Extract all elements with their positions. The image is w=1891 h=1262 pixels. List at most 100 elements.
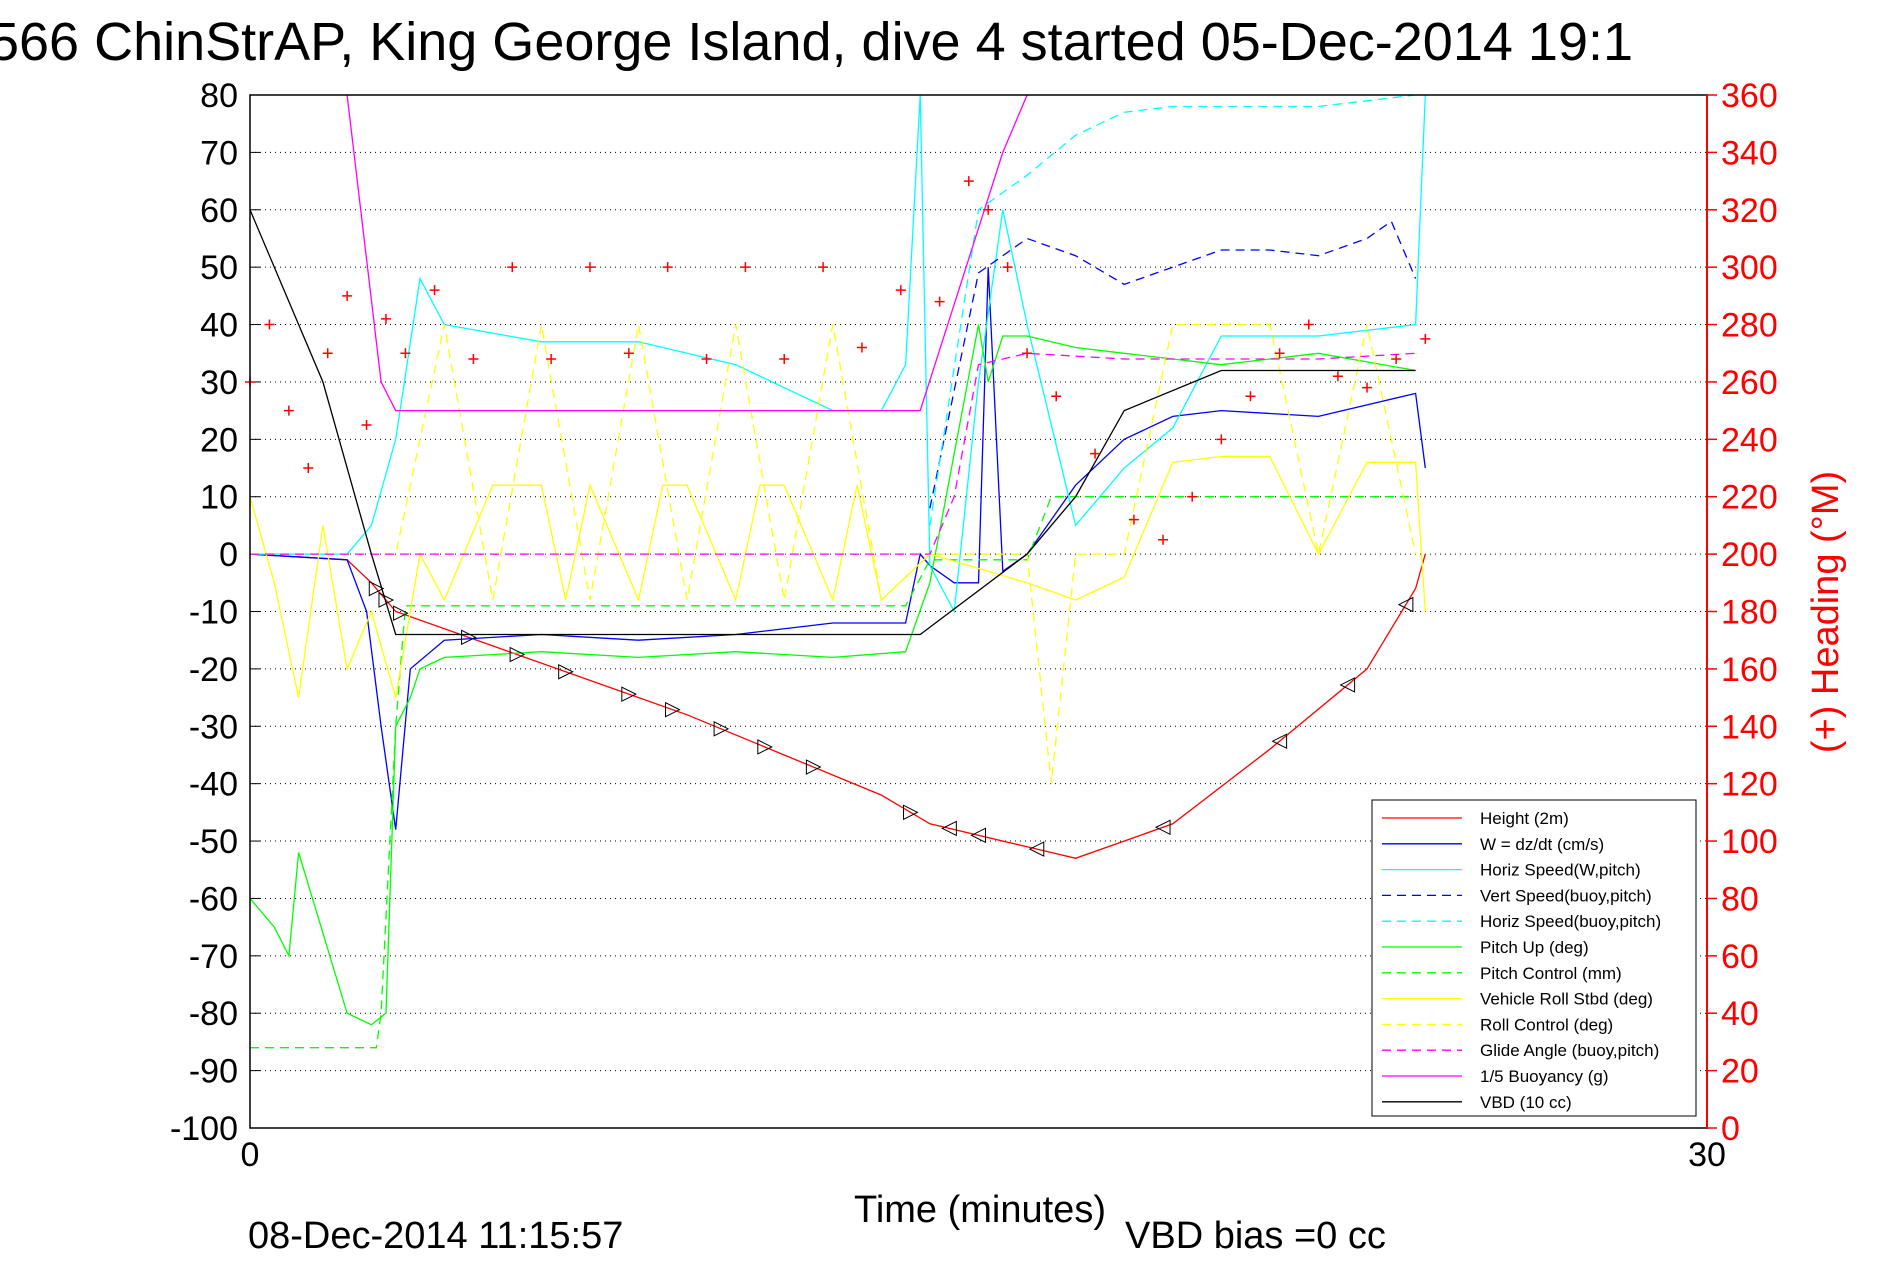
heading-marker: [584, 262, 595, 273]
heading-marker: [1051, 391, 1062, 402]
y-tick-label: 10: [200, 479, 238, 517]
dive-marker-down: [558, 663, 574, 680]
heading-marker: [380, 313, 391, 324]
heading-marker: [740, 262, 751, 273]
y-tick-label: 30: [200, 364, 238, 402]
heading-marker: [1002, 262, 1013, 273]
heading-marker: [1303, 319, 1314, 330]
dive-marker-down: [393, 605, 409, 622]
series-line-8: [250, 323, 1417, 784]
y2-axis-ticks: 3603403203002802602402202001801601401201…: [1707, 77, 1778, 1148]
legend-label-7: Vehicle Roll Stbd (deg): [1480, 990, 1653, 1009]
heading-marker: [1022, 348, 1033, 359]
y2-tick-label: 340: [1721, 134, 1778, 172]
y2-tick-label: 220: [1721, 479, 1778, 517]
heading-marker: [400, 348, 411, 359]
legend-label-8: Roll Control (deg): [1480, 1015, 1613, 1034]
dive-marker-down: [805, 759, 822, 775]
legend-label-10: 1/5 Buoyancy (g): [1480, 1067, 1609, 1086]
heading-marker: [1420, 333, 1431, 344]
heading-marker: [1187, 491, 1198, 502]
heading-marker: [1332, 371, 1343, 382]
heading-marker: [468, 353, 479, 364]
heading-marker: [701, 353, 712, 364]
series-line-0: [249, 553, 1426, 859]
y-tick-label: -40: [189, 766, 238, 804]
legend-label-1: W = dz/dt (cm/s): [1480, 835, 1604, 854]
series-line-5: [249, 324, 1416, 1026]
heading-marker: [963, 176, 974, 187]
y2-axis-label: (+) Heading (°M): [1805, 471, 1847, 753]
dive-marker-up: [1271, 733, 1288, 750]
series-line-1: [249, 267, 1426, 830]
heading-marker: [1158, 534, 1169, 545]
heading-marker: [1391, 353, 1402, 364]
y-axis-ticks: 80 70 60 50 40 30 20 10 0 -10 -20 -30 -40 -50 -60 -70 -8…: [170, 77, 260, 1148]
y2-tick-label: 40: [1721, 995, 1759, 1033]
legend-box: [1371, 799, 1697, 1117]
heading-marker: [303, 463, 314, 474]
heading-marker: [1362, 382, 1373, 393]
dive-marker-down: [461, 629, 477, 646]
series-group: [249, 94, 1426, 1049]
series-line-10: [346, 94, 1028, 412]
dive-marker-down: [368, 580, 385, 597]
y-tick-label: 0: [219, 536, 238, 574]
series-line-4: [929, 94, 1416, 526]
y-tick-label: -30: [189, 708, 238, 746]
series-line-9: [250, 352, 1416, 555]
heading-marker: [342, 290, 353, 301]
footer-timestamp: 08-Dec-2014 11:15:57: [248, 1215, 623, 1257]
legend-label-2: Horiz Speed(W,pitch): [1480, 861, 1641, 880]
y2-tick-label: 20: [1721, 1053, 1759, 1091]
dive-marker-up: [1397, 596, 1414, 613]
marker-group: [245, 176, 1431, 857]
y2-tick-label: 260: [1721, 364, 1778, 402]
y2-tick-label: 80: [1721, 880, 1759, 918]
dive-marker-up: [1154, 819, 1171, 836]
y-tick-label: -60: [189, 880, 238, 918]
y2-tick-label: 300: [1721, 249, 1778, 287]
heading-marker: [623, 348, 634, 359]
heading-marker: [322, 348, 333, 359]
y2-tick-label: 120: [1721, 766, 1778, 804]
heading-marker: [429, 285, 440, 296]
heading-marker: [1128, 514, 1139, 525]
y-tick-label: 80: [200, 77, 238, 115]
y2-tick-label: 100: [1721, 823, 1778, 861]
dive-marker-down: [665, 701, 681, 718]
heading-marker: [662, 262, 673, 273]
legend-label-6: Pitch Control (mm): [1480, 964, 1622, 983]
y2-tick-label: 180: [1721, 594, 1778, 632]
dive-marker-down: [903, 804, 919, 821]
x-tick-label: 0: [241, 1136, 260, 1174]
legend-label-5: Pitch Up (deg): [1480, 938, 1589, 957]
heading-marker: [856, 342, 867, 353]
y2-tick-label: 160: [1721, 651, 1778, 689]
heading-marker: [361, 419, 372, 430]
dive-marker-up: [1339, 677, 1356, 693]
y2-tick-label: 360: [1721, 77, 1778, 115]
dive-marker-up: [970, 827, 986, 844]
y2-tick-label: 60: [1721, 938, 1759, 976]
y-tick-label: 50: [200, 249, 238, 287]
y-tick-label: -80: [189, 995, 238, 1033]
dive-marker-down: [713, 721, 730, 737]
y-tick-label: -50: [189, 823, 238, 861]
dive-marker-up: [941, 820, 957, 837]
dive-marker-down: [378, 592, 395, 608]
y-tick-label: 70: [200, 134, 238, 172]
footer-vbd-bias: VBD bias =0 cc: [1125, 1215, 1386, 1257]
dive-marker-down: [757, 739, 773, 755]
series-line-3: [929, 220, 1417, 509]
heading-marker: [1274, 348, 1285, 359]
heading-marker: [1245, 391, 1256, 402]
heading-marker: [983, 204, 994, 215]
y-tick-label: -10: [189, 594, 238, 632]
heading-marker: [1090, 448, 1101, 459]
series-line-7: [249, 455, 1426, 698]
x-axis-label: Time (minutes): [854, 1189, 1106, 1231]
legend-label-3: Vert Speed(buoy,pitch): [1480, 886, 1652, 905]
dive-marker-down: [621, 686, 637, 702]
series-line-11: [249, 209, 1416, 636]
